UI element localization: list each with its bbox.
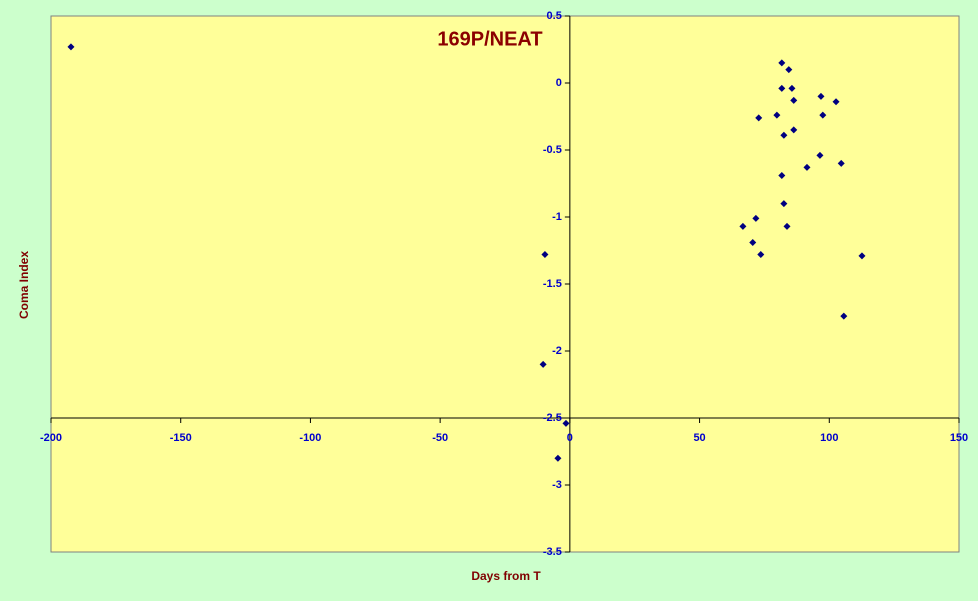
x-tick-label: -50 (432, 432, 448, 444)
x-tick-label: -100 (299, 432, 321, 444)
data-point (837, 159, 845, 167)
data-point (790, 126, 798, 134)
x-tick-label: -150 (170, 432, 192, 444)
data-point (757, 251, 765, 259)
y-tick-label: 0 (556, 77, 562, 89)
data-point (785, 66, 793, 74)
x-tick-label: -200 (40, 432, 62, 444)
data-point (554, 454, 562, 462)
data-point (541, 251, 549, 259)
data-point (858, 252, 866, 260)
data-point (780, 200, 788, 208)
data-point (739, 222, 747, 230)
chart-title: 169P/NEAT (437, 28, 542, 50)
data-point (819, 111, 827, 119)
y-tick-label: -2.5 (543, 412, 562, 424)
data-point (755, 114, 763, 122)
y-tick-label: -3 (552, 479, 562, 491)
data-point (778, 84, 786, 92)
data-point (816, 151, 824, 159)
data-point (67, 43, 75, 51)
data-point (778, 59, 786, 67)
y-tick-label: -1.5 (543, 278, 562, 290)
y-axis-title: Coma Index (17, 251, 31, 319)
y-tick-label: 0.5 (547, 10, 562, 22)
data-point (749, 238, 757, 246)
data-point (817, 92, 825, 100)
data-point (773, 111, 781, 119)
data-point (790, 96, 798, 104)
x-tick-label: 150 (950, 432, 968, 444)
y-tick-label: -1 (552, 211, 562, 223)
data-point (803, 163, 811, 171)
data-point (752, 214, 760, 222)
data-point (788, 84, 796, 92)
y-tick-label: -0.5 (543, 144, 562, 156)
plot-area (50, 15, 960, 553)
data-point (562, 419, 570, 427)
data-point (832, 98, 840, 106)
x-tick-label: 100 (820, 432, 838, 444)
x-axis-title: Days from T (471, 569, 541, 583)
data-point (780, 131, 788, 139)
x-tick-label: 50 (693, 432, 705, 444)
y-tick-label: -3.5 (543, 546, 562, 558)
data-point (783, 222, 791, 230)
data-point (539, 360, 547, 368)
data-point (778, 171, 786, 179)
data-point (840, 312, 848, 320)
x-tick-label: 0 (567, 432, 573, 444)
y-tick-label: -2 (552, 345, 562, 357)
